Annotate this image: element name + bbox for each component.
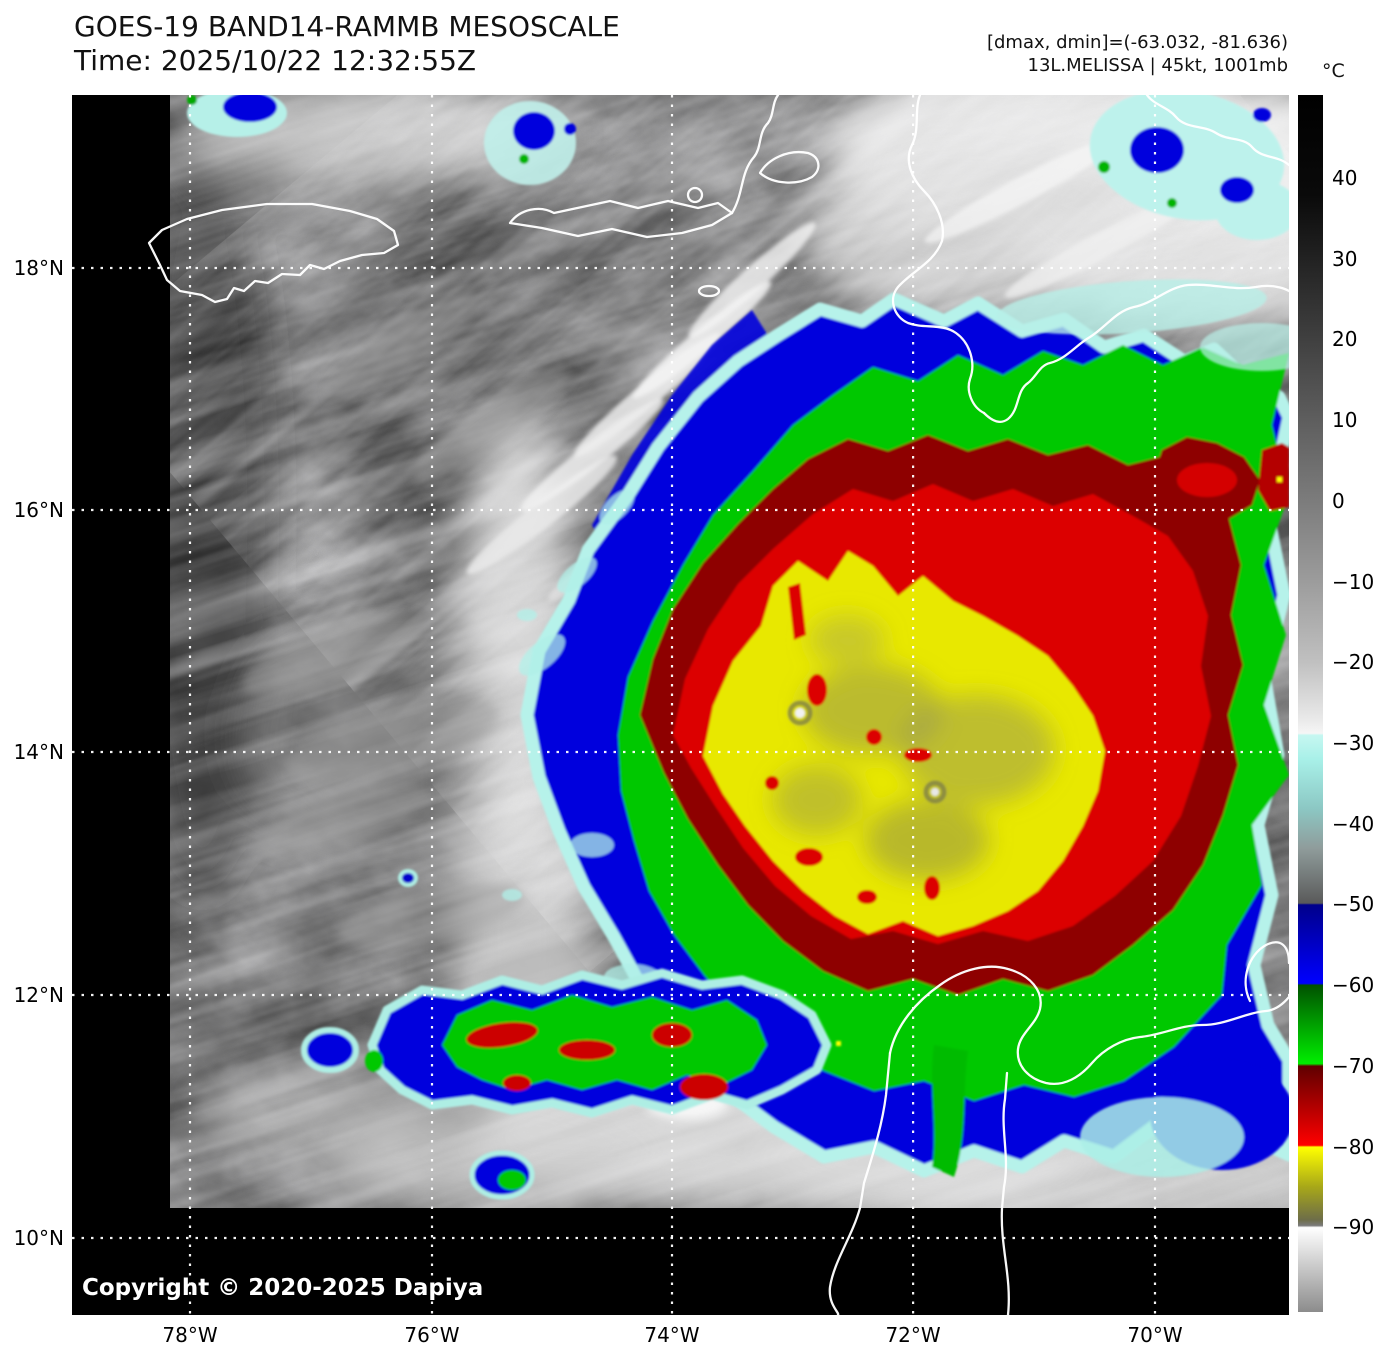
storm-cold-core — [703, 551, 1105, 936]
colorbar-tick-label: −40 — [1332, 811, 1375, 836]
cloud-field — [170, 95, 1289, 1208]
copyright-label: Copyright © 2020-2025 Dapiya — [82, 1275, 484, 1301]
colorbar-unit-label: °C — [1322, 60, 1345, 82]
storm-info-label: 13L.MELISSA | 45kt, 1001mb — [1027, 55, 1289, 76]
coastlines — [147, 93, 1291, 1317]
colorbar-tick-label: −60 — [1332, 973, 1375, 998]
colorbar-gradient — [1298, 95, 1323, 1312]
colorbar-tick-label: −30 — [1332, 731, 1375, 756]
colorbar-tick-label: 0 — [1332, 488, 1345, 513]
satellite-image — [72, 93, 1291, 1317]
colorbar-tick-label: −50 — [1332, 892, 1375, 917]
lon-tick-label: 70°W — [1127, 1323, 1183, 1347]
storm-eye-east — [931, 788, 939, 796]
lat-tick-label: 16°N — [13, 498, 64, 523]
lon-tick-label: 74°W — [644, 1323, 700, 1347]
dmax-dmin-label: [dmax, dmin]=(-63.032, -81.636) — [986, 32, 1288, 53]
page-title: GOES-19 BAND14-RAMMB MESOSCALE — [74, 10, 620, 43]
lon-tick-label: 72°W — [885, 1323, 941, 1347]
cold-cloud-cells — [187, 95, 1289, 1177]
south-america-coastline — [888, 965, 1291, 1086]
colorbar-tick-label: −20 — [1332, 650, 1375, 675]
timestamp-label: Time: 2025/10/22 12:32:55Z — [74, 44, 477, 77]
colorbar-tick-label: 10 — [1332, 408, 1358, 433]
colorbar-tick-label: −70 — [1332, 1053, 1375, 1078]
lat-tick-label: 14°N — [13, 739, 64, 764]
colorbar-tick-label: −10 — [1332, 569, 1375, 594]
lon-tick-label: 78°W — [162, 1323, 218, 1347]
hurricane-melissa — [502, 292, 1289, 1178]
gridlines — [72, 95, 1289, 1315]
gonave-island-outline — [758, 150, 820, 184]
convective-band — [301, 869, 841, 1200]
haiti-coastline — [508, 199, 734, 239]
lat-tick-label: 10°N — [13, 1226, 64, 1251]
satellite-map-panel: Copyright © 2020-2025 Dapiya — [72, 93, 1291, 1317]
colorbar-tick-label: −80 — [1332, 1134, 1375, 1159]
colorbar-tick-label: −90 — [1332, 1215, 1375, 1240]
lat-tick-label: 18°N — [13, 255, 64, 280]
storm-eye-west — [795, 708, 805, 718]
lon-tick-label: 76°W — [404, 1323, 460, 1347]
colorbar-tick-label: 20 — [1332, 327, 1358, 352]
colombia-venezuela-border — [1000, 1071, 1010, 1317]
colorbar-tick-label: 30 — [1332, 246, 1358, 271]
colorbar-tick-label: 40 — [1332, 166, 1358, 191]
lat-tick-label: 12°N — [13, 982, 64, 1007]
jamaica-outline — [147, 202, 400, 304]
hispaniola-south-coast — [982, 283, 1291, 423]
